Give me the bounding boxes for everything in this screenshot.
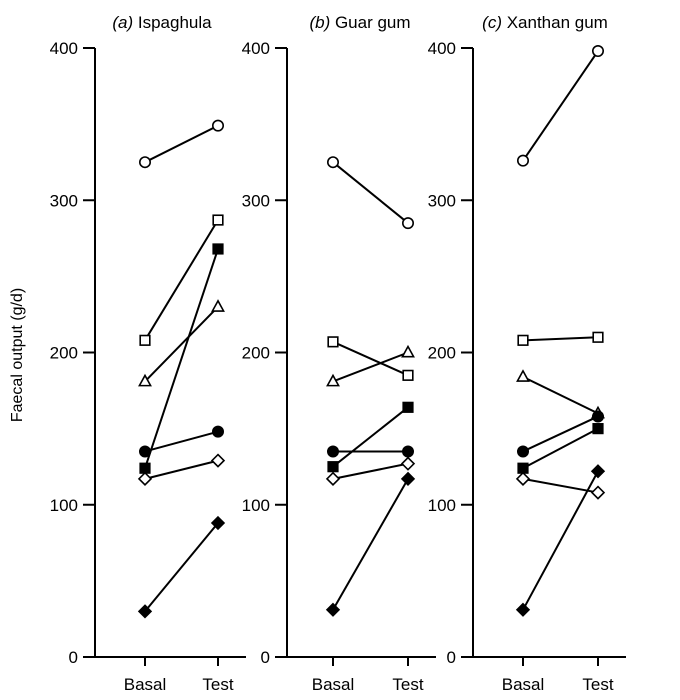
series-line-open-diamond [332, 462, 409, 480]
x-tick-label: Test [202, 675, 233, 694]
series-line-open-square [144, 219, 219, 341]
data-point-open-square [517, 334, 529, 346]
y-axis-label: Faecal output (g/d) [9, 288, 26, 422]
data-point-open-triangle [326, 373, 340, 387]
data-point-open-triangle [401, 344, 415, 358]
data-point-filled-square [592, 423, 604, 435]
data-point-open-circle [212, 119, 225, 132]
series-line-filled-square [522, 427, 599, 470]
data-point-open-circle [516, 154, 529, 167]
data-point-open-triangle [516, 369, 530, 382]
series-line-open-square [522, 336, 599, 342]
data-point-open-diamond [515, 471, 531, 486]
data-point-filled-square [139, 462, 151, 474]
series-line-filled-square [144, 248, 219, 469]
data-point-open-circle [401, 217, 414, 230]
panel-2: (b) Guar gum 0 100 200 300 400 Basal Test [242, 13, 436, 694]
x-tick-label: Basal [312, 675, 355, 694]
y-tick-label: 400 [428, 39, 456, 58]
data-point-open-diamond [325, 471, 341, 486]
series-line-open-triangle [332, 351, 409, 383]
data-point-filled-circle [139, 445, 152, 458]
data-point-open-circle [326, 156, 339, 169]
panel-letter: (c) [482, 13, 502, 32]
data-point-filled-circle [516, 445, 529, 458]
series-line-filled-diamond [522, 470, 599, 611]
y-tick-label: 100 [242, 496, 270, 515]
series-line-open-diamond [144, 459, 219, 480]
data-point-open-circle [591, 45, 604, 58]
data-point-open-square [327, 336, 339, 348]
series-line-open-circle [522, 50, 599, 162]
series-line-filled-circle [144, 430, 219, 453]
y-tick-label: 0 [261, 648, 270, 667]
panel-name: Xanthan gum [502, 13, 608, 32]
panel-title: (a) Ispaghula [112, 13, 212, 32]
data-point-filled-square [327, 461, 339, 473]
y-tick-label: 300 [50, 191, 78, 210]
data-point-filled-diamond [210, 515, 226, 531]
data-point-filled-diamond [400, 471, 416, 486]
data-point-filled-circle [591, 410, 604, 423]
panel-title: (c) Xanthan gum [482, 13, 608, 32]
y-tick-label: 200 [242, 344, 270, 363]
x-tick-label: Basal [124, 675, 167, 694]
data-point-filled-square [212, 243, 224, 255]
series-line-filled-square [332, 406, 409, 468]
x-tick-label: Test [582, 675, 613, 694]
data-point-open-square [139, 334, 151, 346]
y-tick-label: 0 [69, 648, 78, 667]
x-tick-label: Test [392, 675, 423, 694]
data-point-open-diamond [137, 471, 153, 486]
series-line-filled-diamond [144, 522, 219, 612]
data-point-open-square [592, 331, 604, 343]
data-point-open-diamond [400, 456, 416, 471]
panel-3: (c) Xanthan gum 0 100 200 300 400 Basal Test [428, 13, 626, 694]
x-tick-label: Basal [502, 675, 545, 694]
data-point-open-triangle [138, 373, 152, 387]
series-line-open-circle [144, 124, 219, 164]
data-point-filled-circle [401, 445, 414, 458]
data-point-filled-circle [212, 425, 225, 438]
series-line-open-triangle [522, 375, 599, 415]
data-point-filled-square [402, 401, 414, 413]
panel-title: (b) Guar gum [309, 13, 410, 32]
data-point-open-triangle [211, 299, 225, 312]
series-line-open-triangle [144, 306, 219, 383]
y-tick-label: 100 [50, 496, 78, 515]
data-point-open-diamond [590, 485, 606, 500]
y-tick-label: 300 [242, 191, 270, 210]
data-point-filled-diamond [325, 602, 341, 617]
data-point-filled-circle [326, 445, 339, 458]
series-line-open-circle [332, 161, 409, 224]
panel-name: Guar gum [330, 13, 410, 32]
data-point-open-diamond [210, 453, 226, 468]
y-tick-label: 0 [447, 648, 456, 667]
y-tick-label: 100 [428, 496, 456, 515]
panel-1: (a) Ispaghula 0 100 200 300 400 Basal Test [50, 13, 246, 694]
y-tick-label: 200 [50, 344, 78, 363]
y-tick-label: 200 [428, 344, 456, 363]
data-point-filled-square [517, 462, 529, 474]
y-tick-label: 400 [50, 39, 78, 58]
data-point-filled-diamond [515, 602, 531, 617]
panel-letter: (b) [309, 13, 330, 32]
data-point-open-circle [139, 156, 152, 169]
series-line-open-diamond [522, 477, 599, 494]
data-point-open-square [402, 369, 414, 381]
data-point-filled-diamond [137, 604, 153, 619]
panel-letter: (a) [112, 13, 133, 32]
series-line-open-square [332, 340, 409, 377]
data-point-open-square [212, 214, 224, 226]
series-line-filled-diamond [332, 478, 409, 611]
series-line-filled-circle [522, 415, 599, 453]
panel-name: Ispaghula [133, 13, 212, 32]
data-point-filled-diamond [590, 464, 606, 479]
y-tick-label: 400 [242, 39, 270, 58]
y-tick-label: 300 [428, 191, 456, 210]
